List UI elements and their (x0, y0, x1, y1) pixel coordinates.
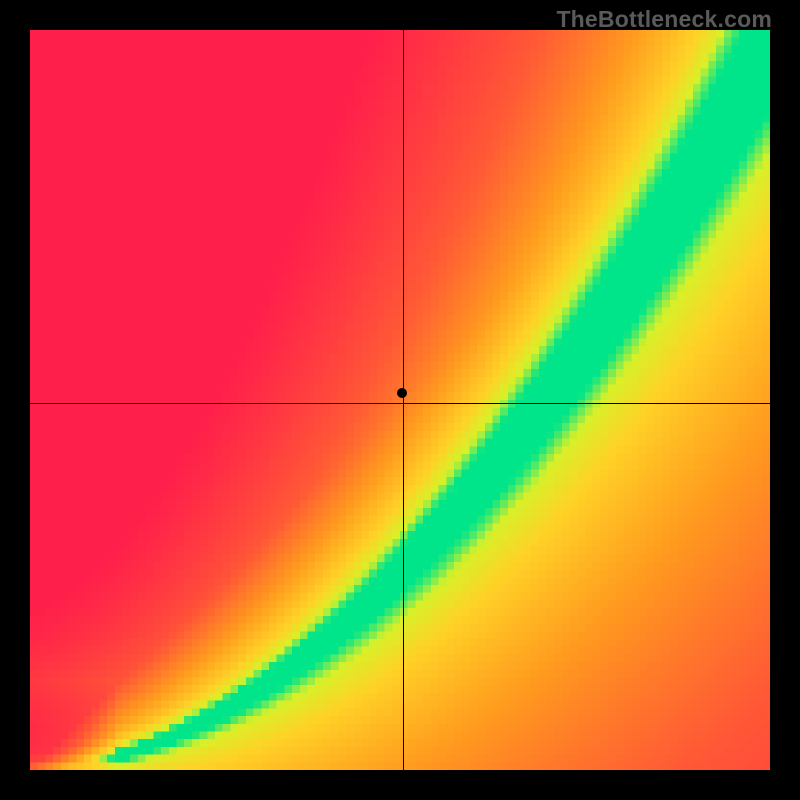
watermark-text: TheBottleneck.com (556, 6, 772, 33)
bottleneck-heatmap (30, 30, 770, 770)
current-config-marker (397, 388, 407, 398)
crosshair-vertical (403, 30, 404, 770)
crosshair-horizontal (30, 403, 770, 404)
